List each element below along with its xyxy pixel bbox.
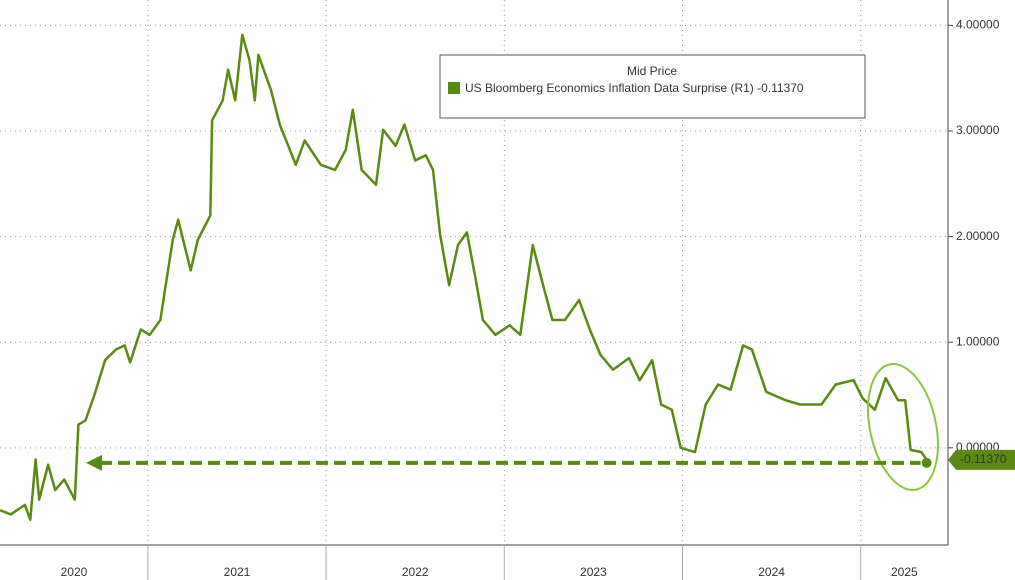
highlight-ellipse (867, 363, 939, 491)
y-tick-label: 1.00000 (956, 334, 1000, 348)
y-tick-label: 4.00000 (956, 18, 1000, 32)
x-tick-label: 2023 (580, 565, 607, 579)
legend-label: US Bloomberg Economics Inflation Data Su… (465, 81, 804, 95)
arrow-head (86, 454, 102, 471)
data-line (0, 33, 928, 521)
legend-box (439, 54, 866, 119)
marks (0, 33, 928, 521)
x-tick-label: 2022 (402, 565, 429, 579)
x-tick-label: 2024 (758, 565, 785, 579)
arrow-dot (921, 457, 932, 468)
x-tick-label: 2021 (224, 565, 251, 579)
last-value-tag (948, 449, 1015, 470)
legend-title: Mid Price (627, 64, 677, 78)
x-tick-label: 2025 (891, 565, 918, 579)
y-tick-label: 2.00000 (956, 229, 1000, 243)
legend-swatch (448, 82, 460, 94)
last-value-label: -0.11370 (960, 452, 1007, 466)
y-tick-label: 3.00000 (956, 123, 1000, 137)
x-tick-label: 2020 (61, 565, 88, 579)
